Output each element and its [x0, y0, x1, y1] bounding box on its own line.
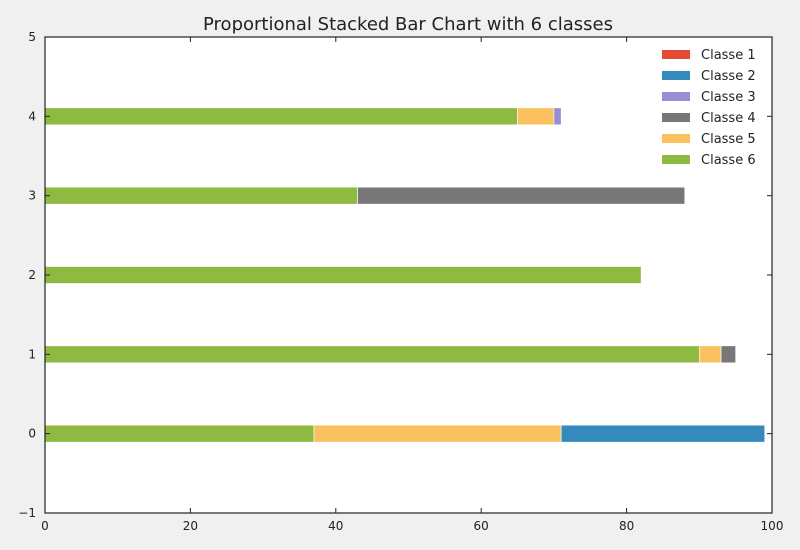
- bars-layer: [44, 107, 766, 443]
- legend-label: Classe 2: [701, 69, 756, 84]
- bar-segment: [720, 345, 736, 364]
- legend-label: Classe 6: [701, 153, 756, 168]
- x-tick-label: 40: [328, 519, 343, 533]
- bar-segment: [698, 345, 722, 364]
- y-tick-label: 2: [28, 268, 36, 282]
- bar-segment: [313, 424, 562, 443]
- legend-swatch: [662, 50, 690, 59]
- y-tick-label: 5: [28, 30, 36, 44]
- legend-swatch: [662, 92, 690, 101]
- bar-segment: [44, 186, 358, 205]
- bar-segment: [44, 107, 518, 126]
- bar-segment: [44, 266, 642, 284]
- legend-label: Classe 1: [701, 48, 756, 63]
- legend-label: Classe 5: [701, 132, 756, 147]
- bar-segment: [517, 107, 555, 126]
- chart-title: Proportional Stacked Bar Chart with 6 cl…: [203, 14, 613, 35]
- x-tick-label: 20: [183, 519, 198, 533]
- y-tick-label: 0: [28, 427, 36, 441]
- y-tick-label: −1: [18, 506, 36, 520]
- ticks-layer: 0 20 40 60 80 100 −1 0 1 2 3 4 5: [18, 30, 783, 533]
- bar-segment: [44, 345, 700, 364]
- x-tick-label: 80: [619, 519, 634, 533]
- y-tick-label: 1: [28, 347, 36, 361]
- legend: Classe 1 Classe 2 Classe 3 Classe 4 Classe 5…: [662, 48, 756, 168]
- bar-segment: [357, 186, 686, 205]
- legend-swatch: [662, 71, 690, 80]
- y-tick-label: 4: [28, 109, 36, 123]
- legend-label: Classe 4: [701, 111, 756, 126]
- y-tick-label: 3: [28, 189, 36, 203]
- bar-segment: [44, 424, 315, 443]
- bar-segment: [560, 424, 766, 443]
- legend-swatch: [662, 134, 690, 143]
- legend-swatch: [662, 113, 690, 122]
- x-tick-label: 100: [761, 519, 784, 533]
- x-tick-label: 60: [474, 519, 489, 533]
- x-tick-label: 0: [41, 519, 49, 533]
- legend-label: Classe 3: [701, 90, 756, 105]
- legend-swatch: [662, 155, 690, 164]
- bar-segment: [553, 107, 562, 126]
